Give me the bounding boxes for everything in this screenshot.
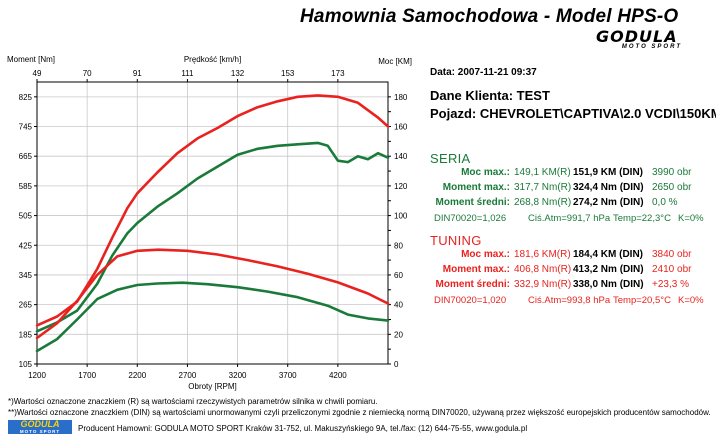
report-title: Hamownia Samochodowa - Model HPS-O: [300, 6, 679, 27]
seria-extra-2: 0,0 %: [652, 197, 678, 208]
tuning-label-1: Moment max.:: [442, 264, 510, 275]
y-right-tick-label-6: 60: [394, 271, 403, 280]
tuning-din-k: K=0%: [678, 295, 704, 306]
seria-din-factor: DIN70020=1,026: [434, 213, 507, 224]
y-left-axis-title: Moment [Nm]: [7, 55, 55, 64]
y-right-tick-label-12: 120: [394, 182, 408, 191]
y-right-tick-label-18: 180: [394, 93, 408, 102]
tuning-r-2: 332,9 Nm(R): [514, 279, 572, 290]
seria-r-1: 317,7 Nm(R): [514, 182, 572, 193]
footer-logo-sub: MOTO SPORT: [19, 429, 61, 434]
x-tick-label-6: 4200: [329, 371, 347, 380]
seria-din-1: 324,4 Nm (DIN): [573, 182, 644, 193]
seria-extra-1: 2650 obr: [652, 182, 692, 193]
y-right-tick-label-2: 20: [394, 330, 403, 339]
y-right-tick-label-4: 40: [394, 301, 403, 310]
seria-label-0: Moc max.:: [461, 167, 510, 178]
series-line-3: [35, 281, 390, 353]
tuning-din-0: 184,4 KM (DIN): [573, 249, 644, 260]
brand-logo-sub: MOTO SPORT: [621, 44, 682, 50]
x-axis-title: Obroty [RPM]: [188, 382, 236, 391]
x-tick-label-5: 3700: [279, 371, 297, 380]
producer-info: Producent Hamowni: GODULA MOTO SPORT Kra…: [78, 424, 528, 433]
y-left-tick-label-8: 745: [19, 123, 33, 132]
y-left-tick-label-0: 105: [19, 360, 33, 369]
footnote-din: **)Wartości oznaczone znaczkiem (DIN) są…: [8, 408, 711, 417]
tuning-din-1: 413,2 Nm (DIN): [573, 264, 644, 275]
footnote-r: *)Wartości oznaczone znaczkiem (R) są wa…: [8, 397, 378, 406]
y-left-tick-label-6: 585: [19, 182, 33, 191]
x-tick-label-1: 1700: [78, 371, 96, 380]
series-line-0: [35, 94, 390, 327]
tuning-din-temp: Temp=20,5°C: [613, 295, 671, 306]
tuning-r-0: 181,6 KM(R): [514, 249, 571, 260]
footer-logo: GODULA MOTO SPORT: [8, 420, 72, 434]
seria-r-0: 149,1 KM(R): [514, 167, 571, 178]
seria-label-1: Moment max.:: [442, 182, 510, 193]
x-top-axis-title: Prędkość [km/h]: [184, 55, 241, 64]
seria-din-k: K=0%: [678, 213, 704, 224]
y-left-tick-label-9: 825: [19, 93, 33, 102]
y-left-tick-label-5: 505: [19, 212, 33, 221]
tuning-din-atm: Ciś.Atm=993,8 hPa: [528, 295, 611, 306]
series-line-2: [35, 248, 390, 340]
y-left-tick-label-1: 185: [19, 330, 33, 339]
x-top-tick-label-4: 132: [231, 69, 245, 78]
x-top-tick-label-1: 70: [83, 69, 92, 78]
tuning-label-0: Moc max.:: [461, 249, 510, 260]
y-right-tick-label-8: 80: [394, 241, 403, 250]
x-top-tick-label-2: 91: [133, 69, 142, 78]
y-left-tick-label-2: 265: [19, 301, 33, 310]
x-tick-label-2: 2200: [128, 371, 146, 380]
brand-logo: GODULA MOTO SPORT: [596, 27, 682, 51]
tuning-din-factor: DIN70020=1,020: [434, 295, 507, 306]
seria-din-temp: Temp=22,3°C: [613, 213, 671, 224]
tuning-label-2: Moment średni:: [435, 279, 510, 290]
x-tick-label-3: 2700: [179, 371, 197, 380]
seria-din-2: 274,2 Nm (DIN): [573, 197, 644, 208]
y-right-tick-label-16: 160: [394, 123, 408, 132]
seria-r-2: 268,8 Nm(R): [514, 197, 572, 208]
plot-frame: [36, 81, 389, 365]
y-left-tick-label-4: 425: [19, 241, 33, 250]
client-name: Dane Klienta: TEST: [430, 88, 550, 103]
x-top-tick-label-6: 173: [331, 69, 345, 78]
seria-din-atm: Ciś.Atm=991,7 hPa: [528, 213, 611, 224]
y-right-tick-label-0: 0: [394, 360, 399, 369]
brand-logo-word: GODULA: [596, 27, 678, 46]
x-tick-label-4: 3200: [229, 371, 247, 380]
y-right-axis-title: Moc [KM]: [378, 57, 412, 66]
tuning-title: TUNING: [430, 233, 482, 248]
x-tick-label-0: 1200: [28, 371, 46, 380]
vehicle-name: Pojazd: CHEVROLET\CAPTIVA\2.0 VCDI\150KM: [430, 106, 716, 121]
seria-title: SERIA: [430, 151, 471, 166]
seria-label-2: Moment średni:: [435, 197, 510, 208]
tuning-din-2: 338,0 Nm (DIN): [573, 279, 644, 290]
footer-logo-word: GODULA: [20, 419, 60, 429]
tuning-extra-2: +23,3 %: [652, 279, 689, 290]
y-right-tick-label-14: 140: [394, 152, 408, 161]
x-top-tick-label-0: 49: [33, 69, 42, 78]
series-line-1: [35, 141, 390, 333]
y-left-tick-label-7: 665: [19, 152, 33, 161]
y-right-tick-label-10: 100: [394, 212, 408, 221]
test-date: Data: 2007-11-21 09:37: [430, 67, 537, 78]
tuning-extra-1: 2410 obr: [652, 264, 692, 275]
seria-extra-0: 3990 obr: [652, 167, 692, 178]
x-top-tick-label-5: 153: [281, 69, 295, 78]
y-left-tick-label-3: 345: [19, 271, 33, 280]
tuning-r-1: 406,8 Nm(R): [514, 264, 572, 275]
seria-din-0: 151,9 KM (DIN): [573, 167, 644, 178]
x-top-tick-label-3: 111: [181, 69, 194, 78]
tuning-extra-0: 3840 obr: [652, 249, 692, 260]
